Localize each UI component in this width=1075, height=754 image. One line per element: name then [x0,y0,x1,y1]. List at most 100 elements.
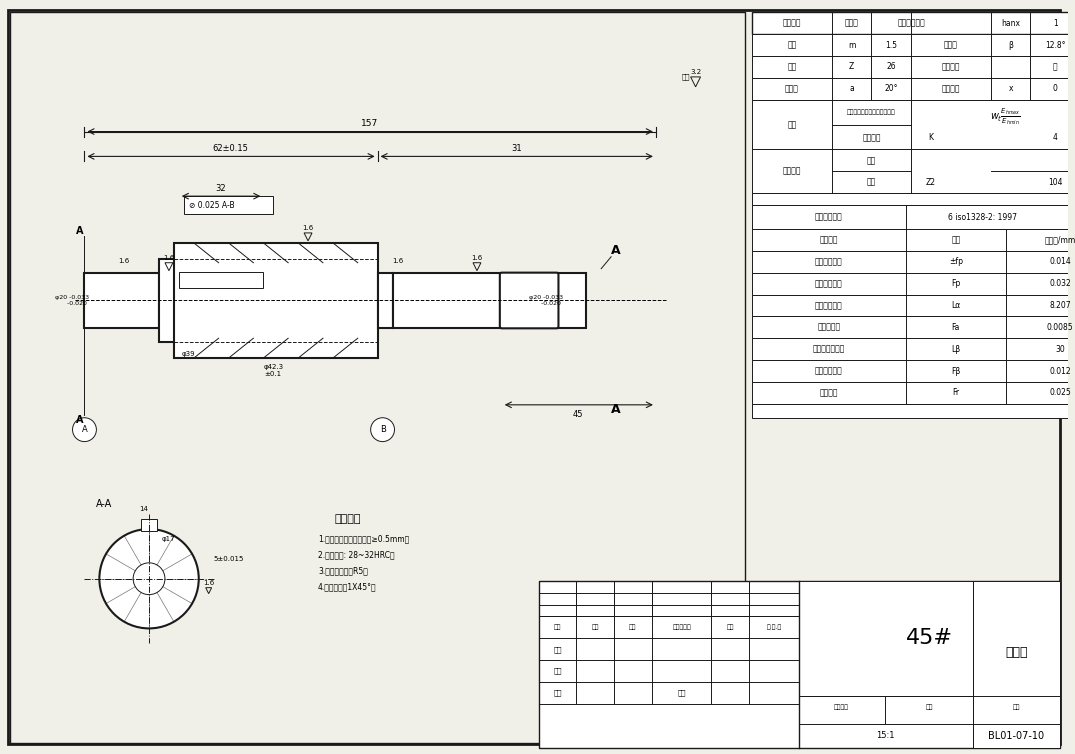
Text: 1.6: 1.6 [471,255,483,261]
Text: 检验项目: 检验项目 [819,235,838,244]
Text: 0.0085: 0.0085 [1047,323,1074,332]
Text: 26: 26 [887,63,897,72]
Text: 5±0.015: 5±0.015 [214,556,244,562]
Text: 4: 4 [1052,133,1058,142]
Text: 12.8°: 12.8° [1045,41,1065,50]
Text: φ17: φ17 [162,536,175,542]
Text: 固端（全齿根处）及上下偏差: 固端（全齿根处）及上下偏差 [847,110,895,115]
Text: 左: 左 [1054,63,1058,72]
Bar [539,581,1060,748]
Text: K: K [929,133,933,142]
Text: 齿轮轴: 齿轮轴 [1005,645,1028,659]
Text: 齿廓总偏差: 齿廓总偏差 [817,323,841,332]
Text: Lα: Lα [951,301,961,310]
Text: 齿数: 齿数 [787,63,797,72]
Text: A: A [612,244,621,257]
Bar [752,78,1075,100]
Text: 模数: 模数 [787,41,797,50]
Bar [799,581,1060,696]
Text: 审核: 审核 [554,668,562,674]
Text: 齿距累积偏差: 齿距累积偏差 [815,279,843,288]
Bar [752,295,1075,317]
Text: BL01-07-10: BL01-07-10 [989,731,1045,740]
Bar [141,519,157,531]
Text: 6 iso1328-2: 1997: 6 iso1328-2: 1997 [948,213,1017,222]
Text: β: β [1008,41,1013,50]
Bar [752,193,1075,205]
Text: 8.207: 8.207 [1049,301,1071,310]
Text: 62±0.15: 62±0.15 [213,144,248,153]
Bar [752,34,1075,56]
Text: 重量: 重量 [926,704,933,710]
Text: Fβ: Fβ [951,366,961,375]
Text: ⊘ 0.025 A-B: ⊘ 0.025 A-B [189,201,234,210]
Text: 表面: 表面 [682,74,690,80]
Text: 变位系数: 变位系数 [942,84,960,93]
Text: 齿廓类型: 齿廓类型 [783,19,801,28]
Text: Lβ: Lβ [951,345,960,354]
Text: 20°: 20° [885,84,898,93]
Text: 标记: 标记 [554,624,561,630]
Bar [752,382,1075,404]
Text: 0: 0 [1052,84,1058,93]
Text: A: A [82,425,87,434]
Text: 0.014: 0.014 [1049,257,1071,266]
Text: hanx: hanx [1001,19,1020,28]
Text: 螺旋角: 螺旋角 [944,41,958,50]
Text: 2.齿面硬度: 28~32HRC。: 2.齿面硬度: 28~32HRC。 [318,550,395,559]
Text: 0.025: 0.025 [1049,388,1071,397]
Text: 压力角: 压力角 [785,84,799,93]
Text: 45#: 45# [905,628,952,648]
Bar [752,56,1075,78]
Bar [392,273,586,328]
Circle shape [133,562,164,595]
Text: 更改文件号: 更改文件号 [672,624,691,630]
Text: 4.齿顶倒角各1X45°。: 4.齿顶倒角各1X45°。 [318,582,376,591]
Text: φ20 -0.033
    -0.020: φ20 -0.033 -0.020 [56,295,89,306]
Text: a: a [849,84,854,93]
Bar [752,229,1075,251]
Bar [178,271,263,287]
Text: 螺旋方向: 螺旋方向 [942,63,960,72]
Text: 渐开线: 渐开线 [845,19,859,28]
Text: φ20 -0.033
    -0.020: φ20 -0.033 -0.020 [530,295,563,306]
Text: Z: Z [849,63,855,72]
Text: 齿厚: 齿厚 [787,120,797,129]
Bar [10,12,745,743]
Bar [752,100,1075,149]
Bar [159,259,178,342]
Text: φ42.3
±0.1: φ42.3 ±0.1 [263,363,284,376]
Text: $w_t \frac{E_{hmax}}{E_{hmin}}$: $w_t \frac{E_{hmax}}{E_{hmin}}$ [990,106,1021,127]
Text: x: x [1008,84,1013,93]
Text: 1.6: 1.6 [163,255,174,261]
Text: 配对齿轮: 配对齿轮 [783,167,801,176]
Text: 技术要求: 技术要求 [334,514,361,524]
Text: 1.6: 1.6 [392,258,403,264]
Text: 齿廓精度等级: 齿廓精度等级 [898,19,926,28]
Text: 32: 32 [215,184,226,193]
Text: 批准: 批准 [677,690,686,696]
Bar [184,196,273,214]
Text: 螺旋线计值范围: 螺旋线计值范围 [813,345,845,354]
Text: 处数: 处数 [591,624,599,630]
Text: Fr: Fr [952,388,960,397]
Text: 15:1: 15:1 [876,731,894,740]
Text: 径向跳动: 径向跳动 [819,388,838,397]
Text: 齿轮精度等级: 齿轮精度等级 [815,213,843,222]
Text: A: A [75,415,83,425]
Text: 测量齿数: 测量齿数 [862,133,880,142]
Text: φ39: φ39 [182,351,196,357]
Text: Fa: Fa [951,323,960,332]
Bar [752,404,1075,418]
Text: A-A: A-A [97,499,113,509]
Circle shape [371,418,395,442]
Bar [752,205,1075,229]
Circle shape [99,529,199,628]
Text: 3.2: 3.2 [690,69,701,75]
Text: 104: 104 [1048,178,1062,187]
Text: 0.032: 0.032 [1049,279,1071,288]
Text: ±fp: ±fp [949,257,963,266]
Text: 14: 14 [140,506,148,512]
Text: 设计: 设计 [554,646,562,652]
Text: 代号: 代号 [951,235,961,244]
